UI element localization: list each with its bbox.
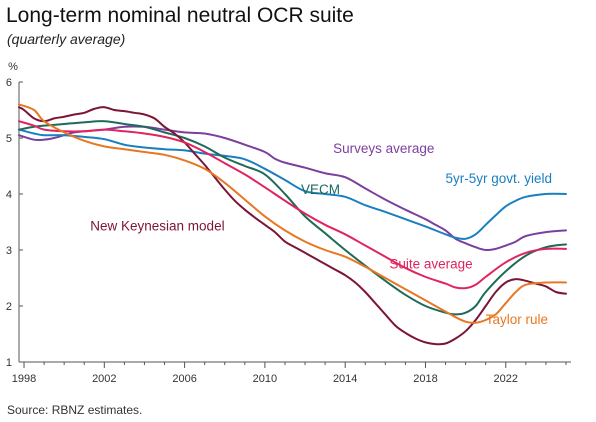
series-line-vecm: [18, 120, 567, 316]
x-tick-label: 1998: [12, 373, 36, 385]
series-line-suite-average: [18, 120, 567, 290]
x-tick-label: 2018: [413, 373, 437, 385]
y-tick-label: 3: [6, 245, 12, 257]
series-label-taylor-rule: Taylor rule: [486, 312, 548, 327]
chart-subtitle: (quarterly average): [7, 31, 126, 47]
series-line-taylor-rule: [18, 103, 567, 324]
y-tick-label: 4: [6, 189, 12, 201]
y-tick-label: 6: [6, 77, 12, 89]
y-tick-label: 5: [6, 133, 12, 145]
series-label-vecm: VECM: [301, 182, 340, 197]
chart-title: Long-term nominal neutral OCR suite: [6, 4, 354, 27]
series-label-5yr-5yr-govt-yield: 5yr-5yr govt. yield: [446, 171, 553, 186]
x-tick-label: 2014: [333, 373, 357, 385]
y-tick-label: 2: [6, 301, 12, 313]
y-tick-label: 1: [6, 357, 12, 369]
series-label-suite-average: Suite average: [389, 256, 472, 271]
series-label-surveys-average: Surveys average: [333, 141, 434, 156]
x-tick-label: 2010: [253, 373, 277, 385]
series-line-5yr-5yr-govt-yield: [18, 128, 567, 240]
source-note: Source: RBNZ estimates.: [7, 403, 143, 417]
axes: % 1 2 3 4 5 6 1998 2002 2006 2010 2014 2018 2022: [6, 61, 571, 385]
series-lines: [18, 103, 567, 346]
x-tick-label: 2006: [172, 373, 196, 385]
x-tick-label: 2002: [92, 373, 116, 385]
y-axis-unit-label: %: [8, 61, 18, 73]
series-label-new-keynesian-model: New Keynesian model: [90, 218, 224, 233]
series-labels: Surveys average 5yr-5yr govt. yield VECM Ne…: [90, 141, 552, 327]
x-tick-label: 2022: [494, 373, 518, 385]
series-line-new-keynesian-model: [18, 106, 567, 346]
